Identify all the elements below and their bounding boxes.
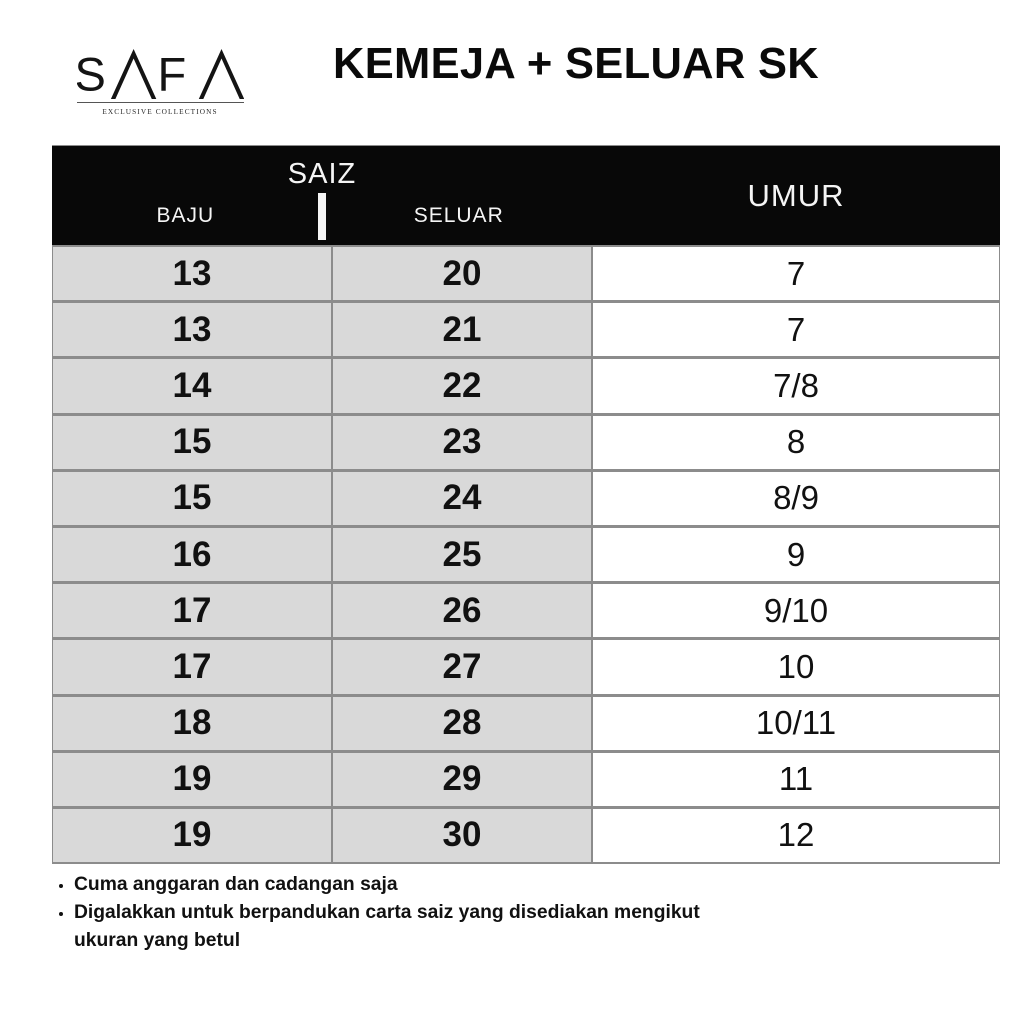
svg-text:S: S [77,49,106,99]
svg-text:F: F [157,49,186,99]
